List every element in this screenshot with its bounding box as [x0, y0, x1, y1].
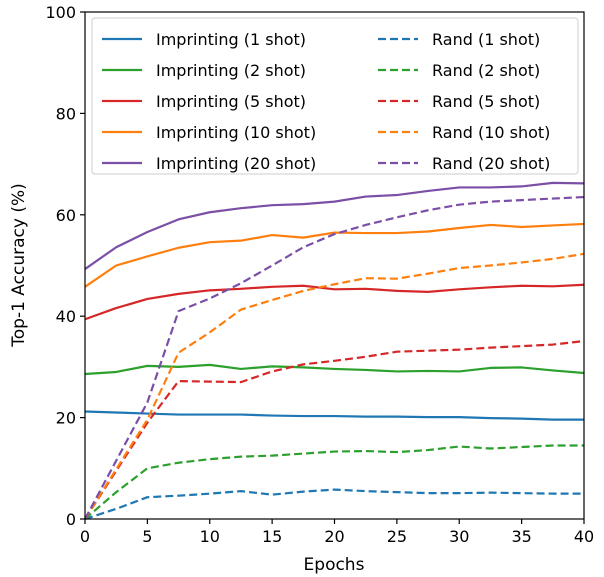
x-tick-label: 0 — [80, 527, 90, 546]
legend: Imprinting (1 shot) Imprinting (2 shot) Im… — [91, 17, 579, 175]
series-line-rand-20-shot — [84, 195, 585, 520]
x-tick-label: 10 — [200, 527, 220, 546]
y-axis-label: Top-1 Accuracy (%) — [9, 183, 29, 347]
legend-label-rand-1-shot: Rand (1 shot) — [432, 30, 540, 49]
x-axis-label: Epochs — [304, 555, 365, 575]
y-tick-label: 100 — [45, 3, 76, 22]
y-tick-label: 40 — [56, 307, 76, 326]
y-tick-label: 80 — [56, 104, 76, 123]
legend-label-rand-5-shot: Rand (5 shot) — [432, 92, 540, 111]
y-tick-label: 60 — [56, 206, 76, 225]
series-line-imprinting-10-shot — [84, 222, 585, 288]
y-tick-label: 0 — [66, 510, 76, 529]
y-tick-label: 20 — [56, 409, 76, 428]
x-tick-label: 5 — [142, 527, 152, 546]
series-line-rand-2-shot — [84, 444, 584, 520]
series-line-imprinting-2-shot — [84, 363, 585, 376]
legend-label-imprinting-5-shot: Imprinting (5 shot) — [156, 92, 306, 111]
series-line-rand-1-shot — [84, 488, 584, 521]
series-line-rand-5-shot — [84, 339, 585, 520]
legend-box — [91, 17, 579, 175]
legend-label-rand-10-shot: Rand (10 shot) — [432, 123, 550, 142]
x-tick-label: 15 — [262, 527, 282, 546]
legend-label-imprinting-1-shot: Imprinting (1 shot) — [156, 30, 306, 49]
x-tick-label: 25 — [387, 527, 407, 546]
legend-label-imprinting-10-shot: Imprinting (10 shot) — [156, 123, 316, 142]
x-tick-label: 40 — [574, 527, 594, 546]
axes-layer: 0 5 10 15 20 25 30 35 40 0 20 40 60 80 100 — [45, 3, 594, 546]
series-line-rand-10-shot — [84, 252, 585, 520]
x-tick-label: 20 — [324, 527, 344, 546]
legend-label-imprinting-2-shot: Imprinting (2 shot) — [156, 61, 306, 80]
legend-label-rand-20-shot: Rand (20 shot) — [432, 154, 550, 173]
x-tick-label: 35 — [511, 527, 531, 546]
series-line-imprinting-1-shot — [84, 410, 584, 421]
legend-label-rand-2-shot: Rand (2 shot) — [432, 61, 540, 80]
legend-label-imprinting-20-shot: Imprinting (20 shot) — [156, 154, 316, 173]
series-line-imprinting-5-shot — [84, 283, 585, 321]
x-tick-label: 30 — [449, 527, 469, 546]
series-line-imprinting-20-shot — [84, 181, 585, 270]
series-layer — [84, 181, 585, 521]
